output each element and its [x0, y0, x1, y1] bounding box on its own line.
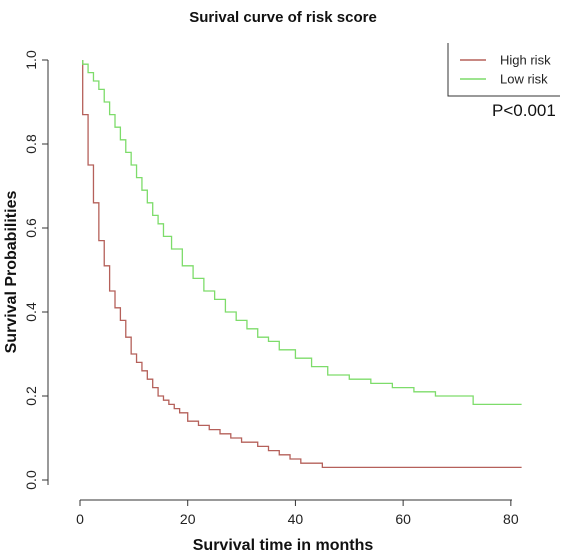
- x-axis-ticks: 0 20 40 60 80: [76, 500, 519, 527]
- legend-box: [447, 43, 560, 97]
- y-axis-ticks: 0.0 0.2 0.4 0.6 0.8 1.0: [23, 50, 48, 490]
- legend-label: Low risk: [500, 72, 548, 87]
- y-tick-label: 0.2: [23, 386, 39, 406]
- p-value-annotation: P<0.001: [492, 101, 556, 120]
- plot-area: 0 20 40 60 80 0.0 0.2 0.4 0.6 0.8 1.0: [23, 50, 522, 527]
- x-tick-label: 40: [288, 511, 304, 527]
- legend: High risk Low risk: [447, 43, 560, 97]
- x-tick-label: 60: [395, 511, 411, 527]
- x-axis-label: Survival time in months: [193, 537, 374, 554]
- y-axis-label: Survival Probabilities: [3, 191, 20, 354]
- x-tick-label: 0: [76, 511, 84, 527]
- chart-title: Surival curve of risk score: [189, 9, 377, 26]
- y-tick-label: 0.0: [23, 470, 39, 490]
- legend-items: High risk Low risk: [460, 53, 551, 87]
- y-tick-label: 0.4: [23, 302, 39, 322]
- low-risk-curve: [82, 60, 522, 406]
- high-risk-curve: [82, 60, 522, 469]
- y-tick-label: 1.0: [23, 50, 39, 70]
- x-tick-label: 20: [180, 511, 196, 527]
- curves: [82, 60, 522, 469]
- x-tick-label: 80: [503, 511, 519, 527]
- y-tick-label: 0.8: [23, 134, 39, 154]
- y-tick-label: 0.6: [23, 218, 39, 238]
- legend-label: High risk: [500, 53, 551, 68]
